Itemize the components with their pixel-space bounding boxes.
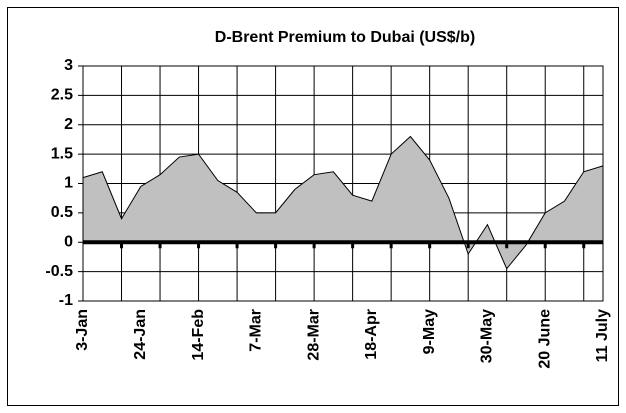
x-tick-label: 18-Apr xyxy=(363,309,380,360)
area-line xyxy=(82,135,604,270)
y-tick-label: 3 xyxy=(64,57,73,74)
x-tick-label: 11 July xyxy=(594,309,611,362)
x-tick-label: 20 June xyxy=(536,309,553,369)
y-tick-label: 2.5 xyxy=(51,87,73,104)
x-tick-label: 3-Jan xyxy=(74,309,91,351)
y-tick-label: 1.5 xyxy=(51,145,73,162)
chart-title: D-Brent Premium to Dubai (US$/b) xyxy=(215,29,475,46)
y-tick-label: 2 xyxy=(64,116,73,133)
x-tick-label: 24-Jan xyxy=(132,309,149,360)
y-tick-label: 0 xyxy=(64,233,73,250)
x-tick-label: 14-Feb xyxy=(190,309,207,361)
x-tick-label: 30-May xyxy=(479,309,496,363)
area-fill xyxy=(83,136,603,269)
x-tick-label: 28-Mar xyxy=(305,309,322,361)
y-tick-label: 1 xyxy=(64,175,73,192)
y-tick-label: 0.5 xyxy=(51,204,73,221)
x-tick-label: 9-May xyxy=(421,309,438,354)
y-tick-label: -1 xyxy=(59,292,73,309)
plot-border xyxy=(82,65,604,302)
x-tick-label: 7-Mar xyxy=(248,309,265,352)
y-tick-label: -0.5 xyxy=(45,263,73,280)
